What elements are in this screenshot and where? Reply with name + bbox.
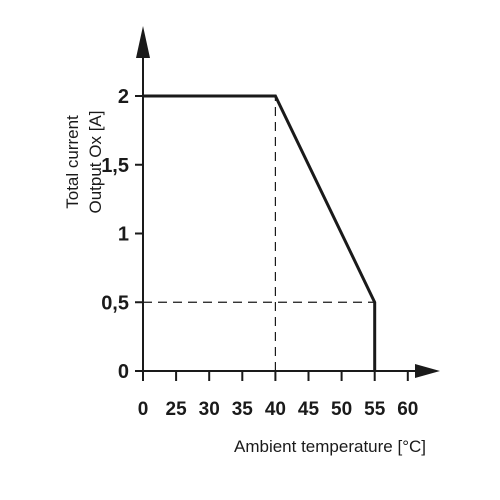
x-tick-label: 25 (166, 399, 188, 420)
y-tick-label: 2 (118, 86, 129, 108)
x-tick-label: 0 (138, 399, 149, 420)
x-tick-label: 45 (298, 399, 320, 420)
y-tick-label: 0 (118, 361, 129, 383)
y-tick-label: 1 (118, 224, 129, 246)
y-axis-arrow (136, 26, 150, 58)
y-axis-label-line1: Total current (63, 115, 82, 209)
x-tick-label: 30 (199, 399, 220, 420)
y-axis-label-line2: Output Ox [A] (86, 111, 105, 214)
x-tick-label: 35 (232, 399, 254, 420)
x-tick-label: 60 (397, 399, 418, 420)
y-tick-label: 1,5 (101, 155, 129, 177)
x-tick-label: 55 (364, 399, 386, 420)
y-tick-label: 0,5 (101, 292, 129, 314)
x-tick-label: 40 (265, 399, 286, 420)
x-axis-label: Ambient temperature [°C] (234, 437, 426, 456)
x-axis-arrow (415, 364, 440, 378)
x-tick-label: 50 (331, 399, 352, 420)
derating-curve (143, 94, 377, 371)
